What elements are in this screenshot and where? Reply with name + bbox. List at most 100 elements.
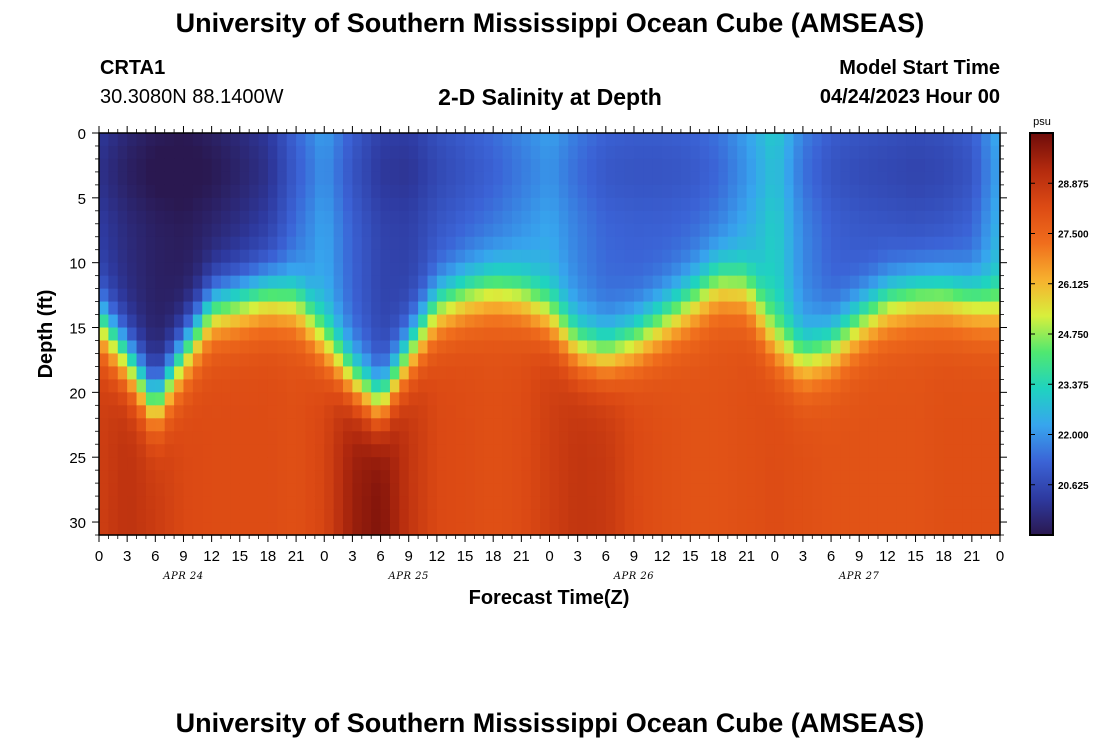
heatmap-cell <box>774 353 785 368</box>
heatmap-cell <box>446 210 457 225</box>
heatmap-cell <box>990 236 1001 251</box>
heatmap-cell <box>737 509 748 523</box>
heatmap-cell <box>662 133 673 147</box>
heatmap-cell <box>286 496 297 510</box>
heatmap-cell <box>352 522 363 536</box>
heatmap-cell <box>352 509 363 523</box>
heatmap-cell <box>230 145 241 160</box>
heatmap-cell <box>511 457 522 471</box>
heatmap-cell <box>108 288 119 303</box>
heatmap-cell <box>333 145 344 160</box>
heatmap-cell <box>117 262 128 277</box>
heatmap-cell <box>680 405 691 419</box>
heatmap-cell <box>849 314 860 329</box>
heatmap-cell <box>408 314 419 329</box>
heatmap-cell <box>277 210 288 225</box>
heatmap-cell <box>558 405 569 419</box>
heatmap-cell <box>145 483 156 497</box>
heatmap-cell <box>108 210 119 225</box>
heatmap-cell <box>727 366 738 380</box>
heatmap-cell <box>333 327 344 342</box>
heatmap-cell <box>737 327 748 342</box>
heatmap-cell <box>436 145 447 160</box>
heatmap-cell <box>709 483 720 497</box>
heatmap-cell <box>136 431 147 445</box>
heatmap-cell <box>802 275 813 290</box>
heatmap-cell <box>587 522 598 536</box>
heatmap-cell <box>465 457 476 471</box>
heatmap-cell <box>474 223 485 238</box>
heatmap-cell <box>896 197 907 212</box>
heatmap-cell <box>211 133 222 147</box>
heatmap-cell <box>502 483 513 497</box>
heatmap-cell <box>971 457 982 471</box>
heatmap-cell <box>314 262 325 277</box>
heatmap-cell <box>286 327 297 342</box>
heatmap-cell <box>211 314 222 329</box>
heatmap-cell <box>343 249 354 264</box>
heatmap-cell <box>652 431 663 445</box>
heatmap-cell <box>324 431 335 445</box>
heatmap-cell <box>727 418 738 432</box>
heatmap-cell <box>155 444 166 458</box>
heatmap-cell <box>427 379 438 393</box>
heatmap-cell <box>521 392 532 406</box>
heatmap-cell <box>568 249 579 264</box>
heatmap-cell <box>577 496 588 510</box>
heatmap-cell <box>596 405 607 419</box>
heatmap-cell <box>849 236 860 251</box>
heatmap-cell <box>286 509 297 523</box>
heatmap-cell <box>483 145 494 160</box>
heatmap-cell <box>511 145 522 160</box>
heatmap-cell <box>671 483 682 497</box>
heatmap-cell <box>615 392 626 406</box>
heatmap-cell <box>981 457 992 471</box>
heatmap-cell <box>371 133 382 147</box>
heatmap-cell <box>249 197 260 212</box>
heatmap-cell <box>906 314 917 329</box>
heatmap-cell <box>305 197 316 212</box>
heatmap-cell <box>324 392 335 406</box>
heatmap-cell <box>558 496 569 510</box>
heatmap-cell <box>924 470 935 484</box>
heatmap-cell <box>624 171 635 186</box>
heatmap-cell <box>286 353 297 368</box>
heatmap-cell <box>605 236 616 251</box>
heatmap-cell <box>962 171 973 186</box>
heatmap-cell <box>643 353 654 368</box>
heatmap-cell <box>521 210 532 225</box>
heatmap-cell <box>671 444 682 458</box>
heatmap-cell <box>230 483 241 497</box>
heatmap-cell <box>239 197 250 212</box>
heatmap-cell <box>793 301 804 316</box>
heatmap-cell <box>446 184 457 199</box>
heatmap-cell <box>361 392 372 406</box>
heatmap-cell <box>755 158 766 173</box>
heatmap-cell <box>755 236 766 251</box>
heatmap-cell <box>746 392 757 406</box>
heatmap-cell <box>868 210 879 225</box>
heatmap-cell <box>117 496 128 510</box>
heatmap-cell <box>389 184 400 199</box>
heatmap-cell <box>380 236 391 251</box>
heatmap-cell <box>615 444 626 458</box>
heatmap-cell <box>699 366 710 380</box>
heatmap-cell <box>202 210 213 225</box>
heatmap-cell <box>662 392 673 406</box>
heatmap-cell <box>277 314 288 329</box>
heatmap-cell <box>652 509 663 523</box>
heatmap-cell <box>699 171 710 186</box>
heatmap-cell <box>633 275 644 290</box>
heatmap-cell <box>671 236 682 251</box>
heatmap-cell <box>699 275 710 290</box>
heatmap-cell <box>906 301 917 316</box>
heatmap-cell <box>474 145 485 160</box>
heatmap-cell <box>849 522 860 536</box>
heatmap-cell <box>230 288 241 303</box>
heatmap-cell <box>765 184 776 199</box>
heatmap-cell <box>727 457 738 471</box>
heatmap-cell <box>990 353 1001 368</box>
heatmap-cell <box>662 457 673 471</box>
heatmap-cell <box>558 210 569 225</box>
heatmap-cell <box>680 457 691 471</box>
